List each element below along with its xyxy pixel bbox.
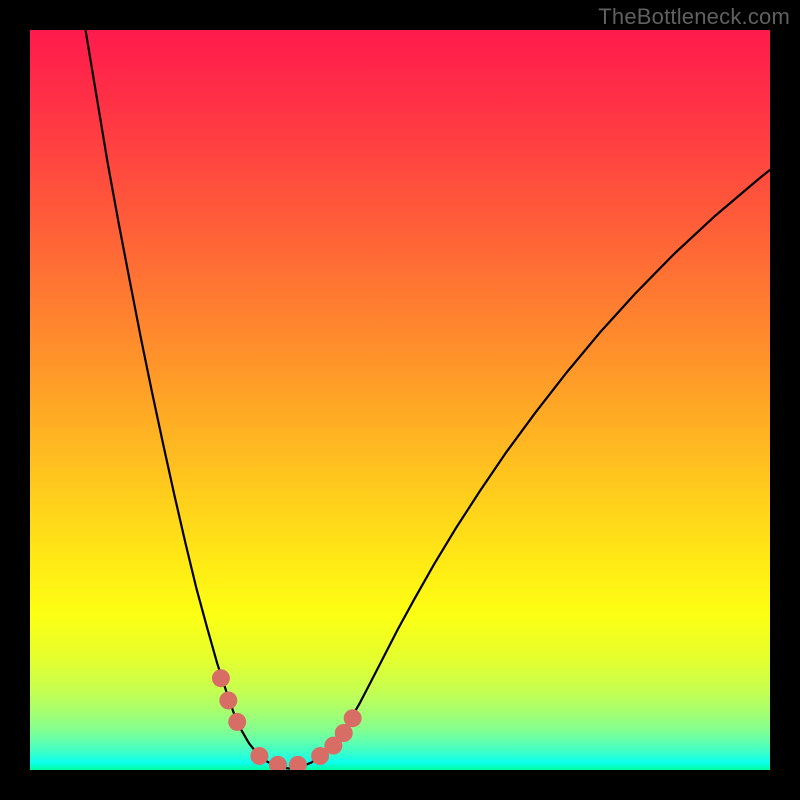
curve-marker: [219, 691, 237, 709]
curve-marker: [212, 669, 230, 687]
gradient-background: [30, 30, 770, 770]
watermark-text: TheBottleneck.com: [598, 4, 790, 30]
chart-frame: TheBottleneck.com: [0, 0, 800, 800]
curve-marker: [344, 709, 362, 727]
curve-marker: [250, 747, 268, 765]
curve-marker: [228, 713, 246, 731]
chart-plot-area: [30, 30, 770, 770]
